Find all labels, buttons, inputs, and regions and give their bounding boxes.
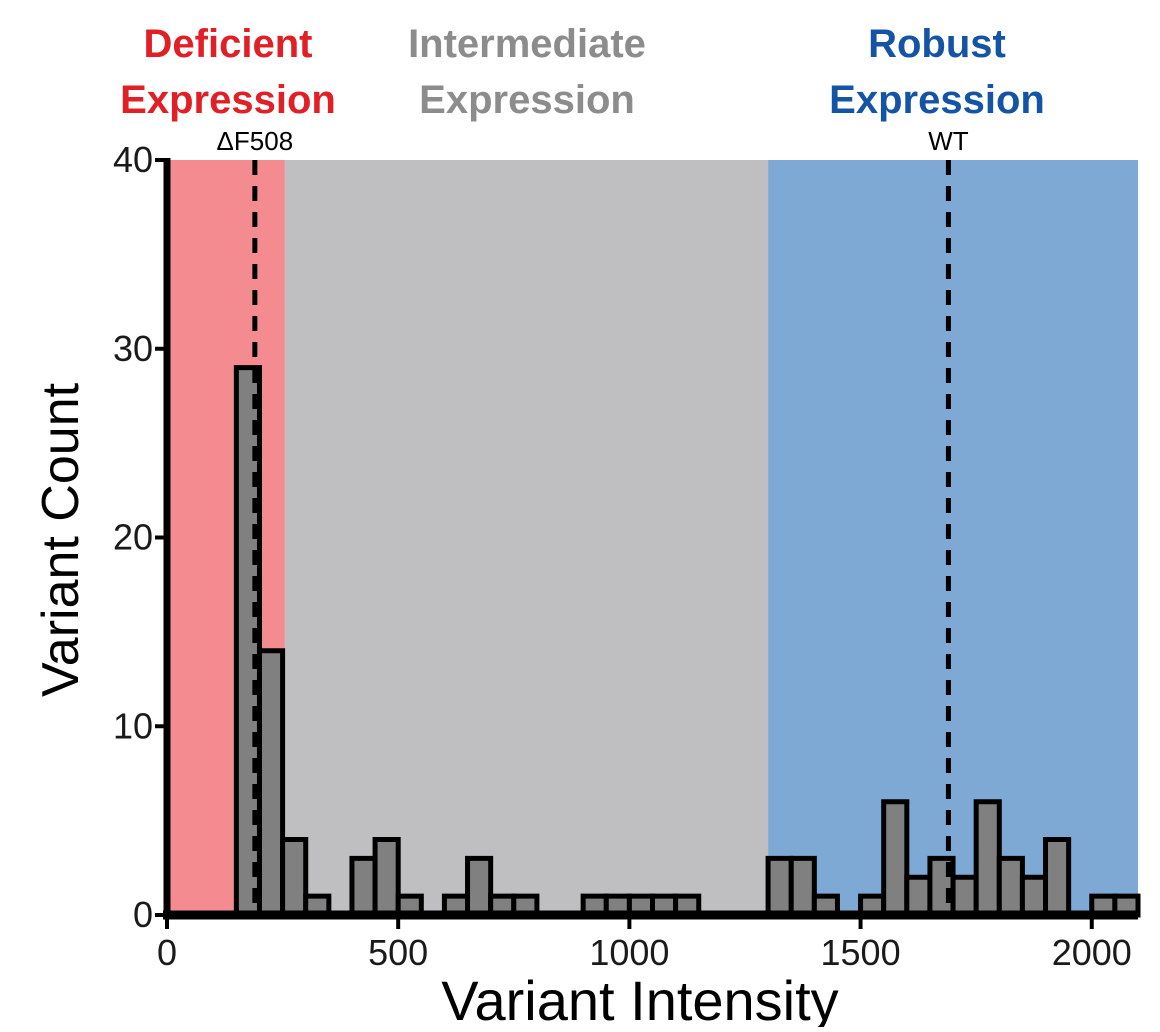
histogram-bars — [233, 365, 1141, 918]
y-tick-label: 40 — [113, 139, 153, 180]
x-tick-label: 0 — [157, 932, 177, 973]
histogram-bar — [465, 855, 494, 918]
wt-reference-label: WT — [928, 126, 969, 156]
x-tick-label: 500 — [368, 932, 428, 973]
histogram-bar — [1019, 874, 1049, 918]
histogram-bar — [788, 855, 817, 918]
region-intermediate-label-line2: Expression — [419, 78, 635, 122]
histogram-bar — [973, 799, 1002, 918]
histogram-bar — [280, 837, 309, 918]
x-axis-title: Variant Intensity — [441, 969, 838, 1027]
histogram-bar — [256, 648, 286, 918]
deltaf508-reference-label: ΔF508 — [217, 126, 294, 156]
y-tick-label: 20 — [113, 517, 153, 558]
y-tick-label: 30 — [113, 328, 153, 369]
histogram-bar — [904, 874, 933, 918]
y-tick-label: 10 — [113, 705, 153, 746]
region-robust-label-line2: Expression — [829, 78, 1045, 122]
histogram-bar — [765, 855, 794, 918]
histogram-bar — [1043, 837, 1072, 918]
histogram-bar — [950, 874, 979, 918]
expression-regions — [167, 160, 1138, 915]
histogram-bar — [372, 837, 401, 918]
y-tick-label: 0 — [133, 894, 153, 935]
region-intermediate-label-line1: Intermediate — [408, 22, 646, 66]
histogram-bar — [881, 799, 910, 918]
y-axis-title: Variant Count — [32, 382, 90, 697]
x-tick-label: 2000 — [1052, 932, 1132, 973]
x-tick-label: 1000 — [589, 932, 669, 973]
region-intermediate-band — [284, 160, 769, 915]
region-labels: Deficient Expression Intermediate Expressio… — [120, 22, 1045, 122]
histogram-bar — [996, 855, 1025, 918]
histogram-bar — [349, 855, 378, 918]
tick-labels: 0 10 20 30 40 0 500 1000 1500 2000 — [113, 139, 1132, 973]
region-deficient-label-line1: Deficient — [144, 22, 313, 66]
region-robust-label-line1: Robust — [868, 22, 1006, 66]
region-deficient-label-line2: Expression — [120, 78, 336, 122]
region-robust-band — [768, 160, 1138, 915]
x-tick-label: 1500 — [821, 932, 901, 973]
reference-lines: ΔF508 WT — [217, 126, 969, 915]
